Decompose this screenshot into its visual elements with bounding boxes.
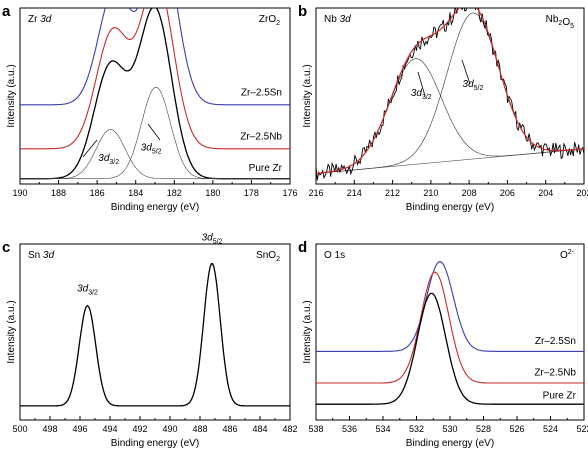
series-label: Zr–2.5Nb xyxy=(534,368,576,379)
x-tick-label: 496 xyxy=(72,424,87,434)
corner-label-right: Nb2O5 xyxy=(546,14,574,30)
fit-component-peak xyxy=(20,86,290,179)
x-tick-label: 180 xyxy=(205,188,220,198)
x-tick-label: 190 xyxy=(12,188,27,198)
plot-area xyxy=(316,261,584,405)
x-tick-label: 178 xyxy=(244,188,259,198)
peak-pointer xyxy=(147,123,161,141)
plot-area xyxy=(316,8,584,181)
corner-label-left: Zr 3d xyxy=(28,14,52,25)
x-tick-label: 538 xyxy=(308,424,323,434)
peak-label: 3d5/2 xyxy=(463,79,484,92)
peak-label: 3d5/2 xyxy=(202,232,223,245)
panel-letter: a xyxy=(2,3,11,20)
x-tick-label: 210 xyxy=(423,188,438,198)
corner-label-right: O2- xyxy=(560,249,575,261)
x-tick-label: 532 xyxy=(409,424,424,434)
x-tick-label: 188 xyxy=(51,188,66,198)
y-axis-label: Intensity (a.u.) xyxy=(302,64,313,127)
corner-label-left: Sn 3d xyxy=(28,250,55,261)
x-tick-label: 176 xyxy=(282,188,297,198)
x-axis-label: Binding energy (eV) xyxy=(406,438,494,449)
fit-component-peak xyxy=(316,58,584,174)
peak-label: 3d3/2 xyxy=(411,88,432,101)
x-tick-label: 206 xyxy=(500,188,515,198)
x-tick-label: 498 xyxy=(42,424,57,434)
x-tick-label: 216 xyxy=(308,188,323,198)
peak-label: 3d3/2 xyxy=(98,153,119,166)
x-tick-label: 484 xyxy=(252,424,267,434)
plot-frame xyxy=(19,243,291,421)
x-tick-label: 488 xyxy=(192,424,207,434)
x-tick-label: 492 xyxy=(132,424,147,434)
x-tick-label: 182 xyxy=(167,188,182,198)
x-axis-label: Binding energy (eV) xyxy=(406,202,494,213)
fit-envelope xyxy=(316,8,584,174)
x-tick-label: 500 xyxy=(12,424,27,434)
corner-label-left: Nb 3d xyxy=(324,14,351,25)
spectrum-line xyxy=(316,292,584,405)
spectrum-line xyxy=(316,271,584,384)
spectrum-line xyxy=(20,8,290,106)
x-tick-label: 528 xyxy=(476,424,491,434)
x-tick-label: 494 xyxy=(102,424,117,434)
x-axis-label: Binding energy (eV) xyxy=(111,438,199,449)
x-tick-label: 530 xyxy=(442,424,457,434)
x-tick-label: 208 xyxy=(462,188,477,198)
series-label: Pure Zr xyxy=(543,390,577,401)
x-tick-label: 212 xyxy=(385,188,400,198)
x-tick-label: 482 xyxy=(282,424,297,434)
x-tick-label: 186 xyxy=(90,188,105,198)
x-tick-label: 534 xyxy=(375,424,390,434)
panel-letter: b xyxy=(298,3,307,20)
peak-pointer xyxy=(417,71,426,97)
series-label: Pure Zr xyxy=(249,163,283,174)
x-tick-label: 536 xyxy=(342,424,357,434)
series-label: Zr–2.5Sn xyxy=(535,336,576,347)
panel-letter: c xyxy=(2,239,10,256)
x-tick-label: 524 xyxy=(543,424,558,434)
peak-pointer xyxy=(82,139,98,158)
panel-c: c Sn 3d SnO2 500 498 496 494 492 490 488 486 484 482… xyxy=(2,232,298,449)
panel-d: d O 1s O2- 538 536 534 532 530 528 526 524 522 Bindi… xyxy=(298,239,588,449)
plot-area xyxy=(20,263,290,407)
panel-a: a Zr 3d ZrO2 190 188 186 184 182 180 178 176 Bindin… xyxy=(2,3,298,213)
panel-b: b Nb 3d Nb2O5 216 214 212 210 208 206 204 202 Bindi… xyxy=(298,3,588,213)
y-axis-label: Intensity (a.u.) xyxy=(6,64,17,127)
spectrum-line xyxy=(316,261,584,352)
panel-letter: d xyxy=(298,239,307,256)
x-tick-label: 490 xyxy=(162,424,177,434)
series-label: Zr–2.5Sn xyxy=(241,88,282,99)
spectrum-line xyxy=(20,263,290,407)
y-axis-label: Intensity (a.u.) xyxy=(6,300,17,363)
measured-spectrum xyxy=(316,8,584,181)
x-tick-label: 204 xyxy=(538,188,553,198)
corner-label-right: ZrO2 xyxy=(259,14,280,27)
series-label: Zr–2.5Nb xyxy=(240,132,282,143)
x-axis-label: Binding energy (eV) xyxy=(111,202,199,213)
y-axis-label: Intensity (a.u.) xyxy=(302,300,313,363)
x-tick-label: 522 xyxy=(576,424,588,434)
plot-area xyxy=(20,8,290,180)
corner-label-left: O 1s xyxy=(324,250,345,261)
peak-label: 3d3/2 xyxy=(77,284,98,297)
x-tick-label: 526 xyxy=(509,424,524,434)
x-tick-label: 486 xyxy=(222,424,237,434)
x-tick-label: 202 xyxy=(576,188,588,198)
corner-label-right: SnO2 xyxy=(256,250,280,263)
x-tick-label: 214 xyxy=(347,188,362,198)
spectrum-line xyxy=(20,8,290,150)
peak-pointer xyxy=(461,59,471,85)
x-tick-label: 184 xyxy=(128,188,143,198)
peak-label: 3d5/2 xyxy=(141,143,162,156)
